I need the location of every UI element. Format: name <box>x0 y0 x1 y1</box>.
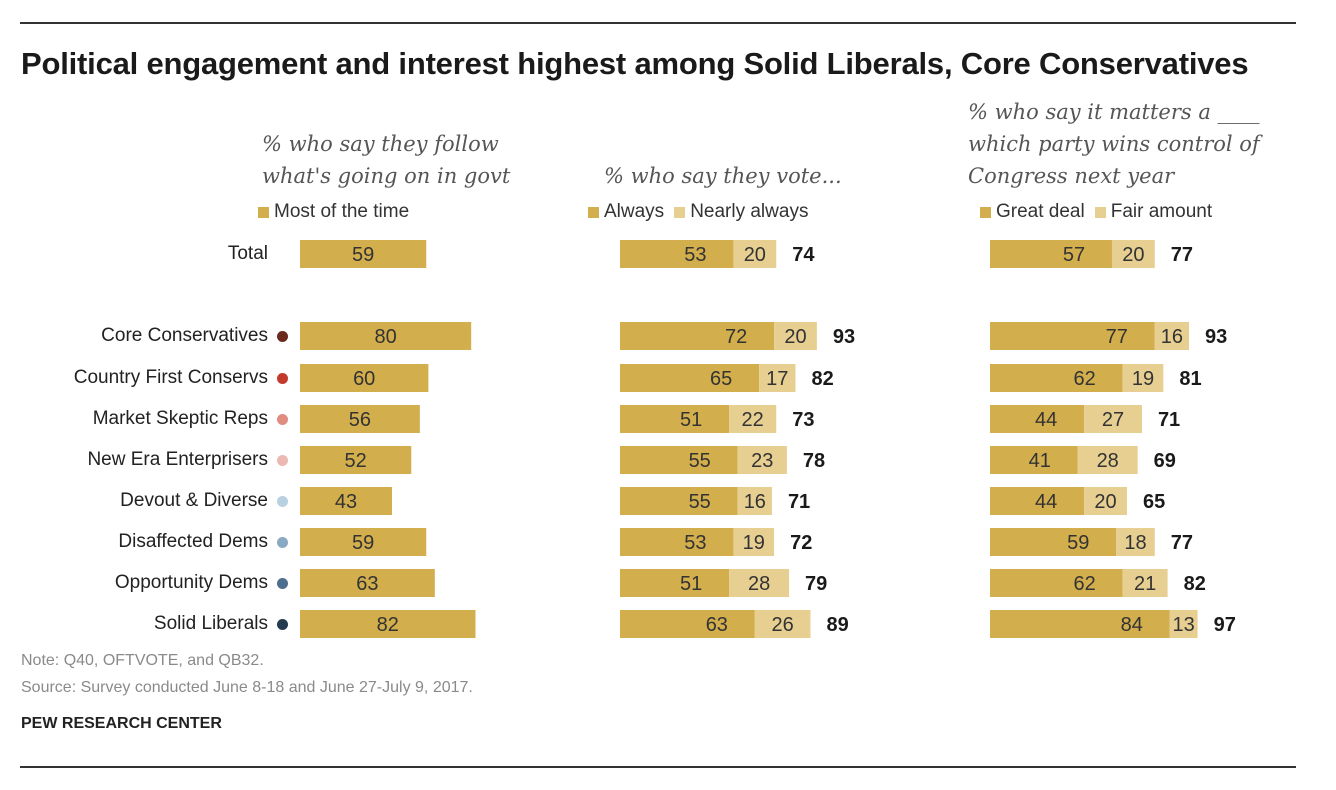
total-label-p2-r6: 72 <box>790 532 812 554</box>
data-label-p3-s2-r4: 28 <box>1097 450 1119 472</box>
data-label-p3-s1-r2: 62 <box>1074 368 1096 390</box>
row-dot-5 <box>277 496 288 507</box>
row-dot-3 <box>277 414 288 425</box>
data-label-p1-s1-r0: 59 <box>352 244 374 266</box>
data-label-p2-s2-r4: 23 <box>751 450 773 472</box>
bottom-rule <box>20 766 1296 768</box>
bar-p2-s1-r6 <box>620 528 733 556</box>
bar-p3-s1-r6 <box>990 528 1116 556</box>
data-label-p3-s1-r7: 62 <box>1074 573 1096 595</box>
data-label-p3-s2-r3: 27 <box>1102 409 1124 431</box>
row-dot-2 <box>277 373 288 384</box>
data-label-p2-s2-r6: 19 <box>743 532 765 554</box>
total-label-p3-r7: 82 <box>1184 573 1206 595</box>
bar-p3-s1-r7 <box>990 569 1123 597</box>
data-label-p2-s1-r6: 53 <box>684 532 706 554</box>
data-label-p2-s1-r7: 51 <box>680 573 702 595</box>
data-label-p1-s1-r8: 82 <box>377 614 399 636</box>
data-label-p2-s2-r2: 17 <box>766 368 788 390</box>
total-label-p3-r8: 97 <box>1214 614 1236 636</box>
data-label-p1-s1-r3: 56 <box>349 409 371 431</box>
data-label-p3-s1-r6: 59 <box>1067 532 1089 554</box>
data-label-p2-s2-r3: 22 <box>742 409 764 431</box>
bar-p2-s1-r4 <box>620 446 738 474</box>
bar-p3-s1-r2 <box>990 364 1123 392</box>
row-dot-1 <box>277 331 288 342</box>
data-label-p3-s1-r1: 77 <box>1106 326 1128 348</box>
total-label-p2-r8: 89 <box>826 614 848 636</box>
data-label-p1-s1-r7: 63 <box>356 573 378 595</box>
row-dot-8 <box>277 619 288 630</box>
bar-p2-s1-r8 <box>620 610 755 638</box>
data-label-p2-s1-r2: 65 <box>710 368 732 390</box>
data-label-p2-s1-r0: 53 <box>684 244 706 266</box>
row-dot-6 <box>277 537 288 548</box>
data-label-p3-s2-r6: 18 <box>1124 532 1146 554</box>
data-label-p3-s2-r1: 16 <box>1161 326 1183 348</box>
total-label-p2-r7: 79 <box>805 573 827 595</box>
row-dot-7 <box>277 578 288 589</box>
bar-p3-s1-r1 <box>990 322 1155 350</box>
bar-p2-s1-r2 <box>620 364 759 392</box>
note-text: Note: Q40, OFTVOTE, and QB32. <box>21 652 264 670</box>
data-label-p2-s1-r4: 55 <box>689 450 711 472</box>
bar-p2-s1-r5 <box>620 487 738 515</box>
total-label-p2-r2: 82 <box>811 368 833 390</box>
data-label-p2-s2-r0: 20 <box>744 244 766 266</box>
total-label-p3-r4: 69 <box>1154 450 1176 472</box>
data-label-p3-s2-r0: 20 <box>1122 244 1144 266</box>
data-label-p2-s1-r8: 63 <box>706 614 728 636</box>
bar-p3-s1-r0 <box>990 240 1112 268</box>
data-label-p1-s1-r1: 80 <box>374 326 396 348</box>
data-label-p2-s1-r5: 55 <box>689 491 711 513</box>
total-label-p3-r1: 93 <box>1205 326 1227 348</box>
data-label-p1-s1-r2: 60 <box>353 368 375 390</box>
total-label-p2-r4: 78 <box>803 450 825 472</box>
data-label-p3-s1-r8: 84 <box>1121 614 1143 636</box>
data-label-p1-s1-r6: 59 <box>352 532 374 554</box>
total-label-p3-r0: 77 <box>1171 244 1193 266</box>
data-label-p3-s2-r8: 13 <box>1173 614 1195 636</box>
total-label-p2-r5: 71 <box>788 491 810 513</box>
row-dot-4 <box>277 455 288 466</box>
pew-credit: PEW RESEARCH CENTER <box>21 715 222 733</box>
data-label-p3-s2-r2: 19 <box>1132 368 1154 390</box>
total-label-p3-r3: 71 <box>1158 409 1180 431</box>
data-label-p2-s2-r7: 28 <box>748 573 770 595</box>
data-label-p1-s1-r4: 52 <box>345 450 367 472</box>
data-label-p3-s1-r5: 44 <box>1035 491 1057 513</box>
source-text: Source: Survey conducted June 8-18 and J… <box>21 679 473 697</box>
data-label-p2-s2-r5: 16 <box>744 491 766 513</box>
data-label-p3-s2-r7: 21 <box>1134 573 1156 595</box>
data-label-p3-s1-r3: 44 <box>1035 409 1057 431</box>
data-label-p3-s1-r0: 57 <box>1063 244 1085 266</box>
data-label-p2-s1-r1: 72 <box>725 326 747 348</box>
total-label-p3-r6: 77 <box>1171 532 1193 554</box>
total-label-p3-r5: 65 <box>1143 491 1165 513</box>
data-label-p3-s1-r4: 41 <box>1029 450 1051 472</box>
bar-p2-s1-r7 <box>620 569 729 597</box>
total-label-p2-r3: 73 <box>792 409 814 431</box>
data-label-p2-s1-r3: 51 <box>680 409 702 431</box>
bar-p2-s1-r3 <box>620 405 729 433</box>
total-label-p2-r1: 93 <box>833 326 855 348</box>
data-label-p2-s2-r8: 26 <box>772 614 794 636</box>
data-label-p1-s1-r5: 43 <box>335 491 357 513</box>
total-label-p2-r0: 74 <box>792 244 815 266</box>
data-label-p2-s2-r1: 20 <box>784 326 806 348</box>
total-label-p3-r2: 81 <box>1179 368 1201 390</box>
data-label-p3-s2-r5: 20 <box>1094 491 1116 513</box>
bar-p2-s1-r0 <box>620 240 733 268</box>
bar-p2-s1-r1 <box>620 322 774 350</box>
